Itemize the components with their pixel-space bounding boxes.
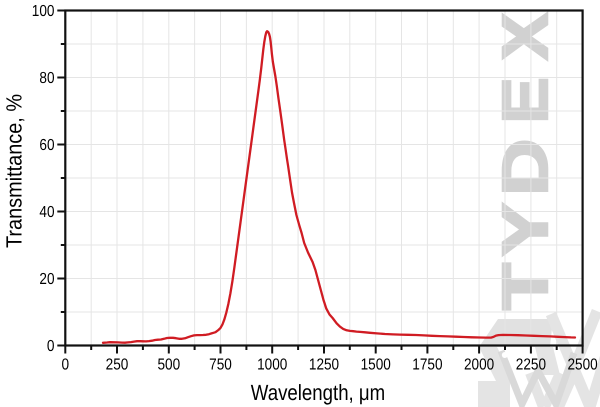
svg-text:100: 100 [32, 3, 55, 20]
svg-text:500: 500 [157, 357, 180, 374]
svg-text:Transmittance, %: Transmittance, % [1, 94, 26, 248]
svg-text:2000: 2000 [464, 357, 494, 374]
svg-text:1750: 1750 [412, 357, 442, 374]
svg-text:0: 0 [62, 357, 70, 374]
svg-text:0: 0 [47, 338, 55, 355]
svg-text:D: D [489, 139, 561, 196]
svg-text:250: 250 [106, 357, 129, 374]
svg-text:80: 80 [39, 70, 54, 87]
svg-text:Y: Y [489, 203, 561, 256]
svg-text:1500: 1500 [361, 357, 391, 374]
svg-text:T: T [489, 263, 561, 310]
svg-text:20: 20 [39, 271, 54, 288]
svg-text:E: E [489, 77, 561, 123]
svg-text:Wavelength, μm: Wavelength, μm [251, 380, 385, 405]
svg-text:2500: 2500 [568, 357, 598, 374]
svg-text:1250: 1250 [309, 357, 339, 374]
svg-text:X: X [489, 13, 561, 60]
svg-text:40: 40 [39, 204, 54, 221]
svg-text:60: 60 [39, 137, 54, 154]
svg-text:2250: 2250 [516, 357, 546, 374]
svg-text:1000: 1000 [257, 357, 287, 374]
svg-text:750: 750 [209, 357, 232, 374]
